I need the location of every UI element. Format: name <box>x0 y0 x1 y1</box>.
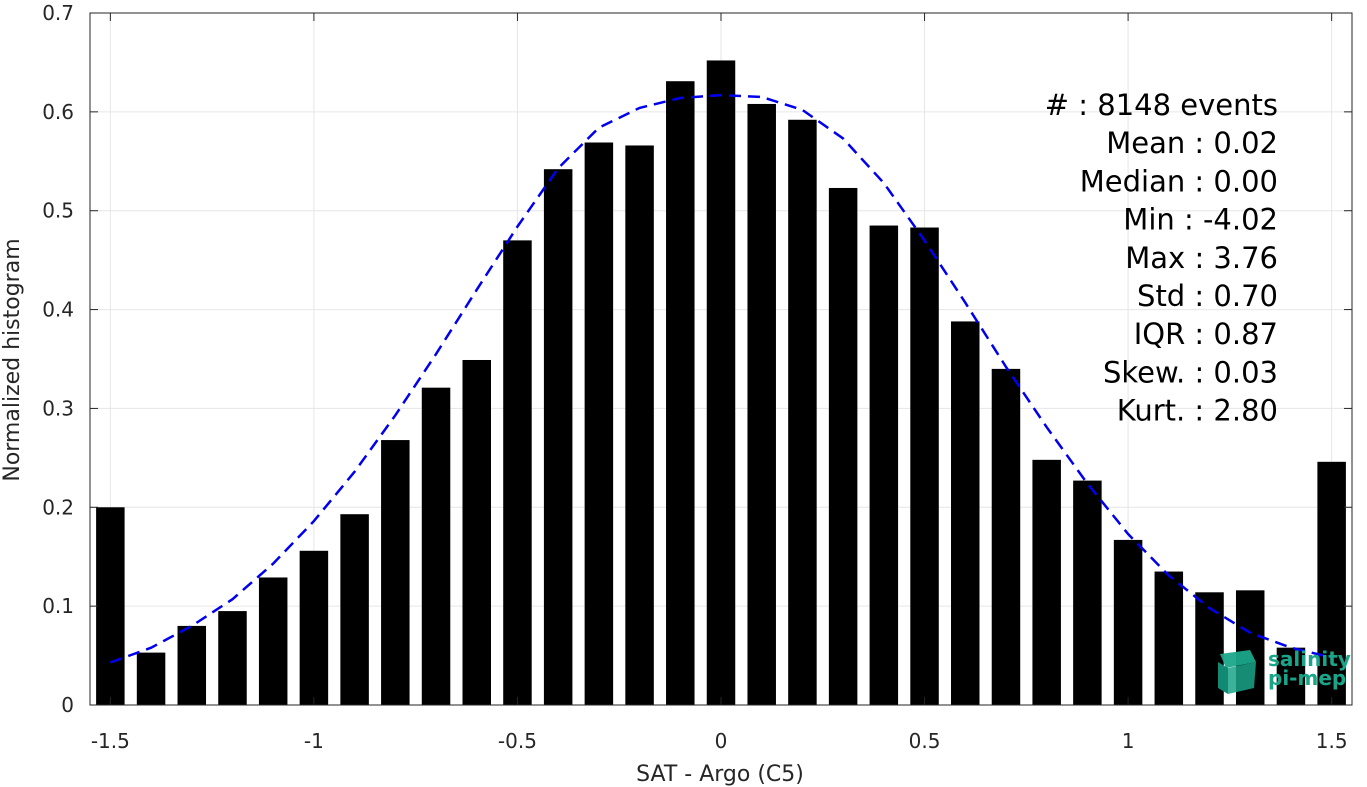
histogram-bar <box>747 103 776 706</box>
x-tick-label: 1.5 <box>1316 729 1348 753</box>
stat-line: Skew. : 0.03 <box>1103 355 1278 389</box>
y-tick-label: 0.6 <box>42 100 74 124</box>
histogram-bar <box>828 187 858 705</box>
histogram-bar <box>381 440 410 705</box>
histogram-bar <box>503 240 532 705</box>
histogram-bar <box>991 368 1021 705</box>
histogram-bar <box>96 507 125 705</box>
histogram-bar <box>1032 459 1061 705</box>
histogram-bar <box>1073 480 1102 705</box>
x-axis-ticks: -1.5 -1 -0.5 0 0.5 1 1.5 <box>91 13 1348 753</box>
histogram-bar <box>1113 539 1143 705</box>
x-tick-label: 1 <box>1122 729 1135 753</box>
y-tick-label: 0 <box>61 693 74 717</box>
y-axis-label: Normalized histogram <box>0 238 25 481</box>
x-tick-label: -1.5 <box>91 729 130 753</box>
x-axis-label: SAT - Argo (C5) <box>636 762 804 787</box>
logo-pimep-text: pi-mep <box>1268 666 1346 690</box>
histogram-bar <box>177 625 207 705</box>
x-tick-label: 0 <box>715 729 728 753</box>
histogram-bar <box>788 119 817 705</box>
logo-salinity-text: salinity <box>1268 647 1351 671</box>
histogram-bar <box>1276 647 1306 705</box>
stat-line: # : 8148 events <box>1045 88 1278 122</box>
histogram-bar <box>462 359 491 705</box>
stat-line: Max : 3.76 <box>1125 241 1278 275</box>
histogram-bar <box>340 514 369 705</box>
histogram-bar <box>869 225 899 706</box>
y-tick-label: 0.3 <box>42 396 74 420</box>
stat-line: Std : 0.70 <box>1137 279 1278 313</box>
x-tick-label: -0.5 <box>498 729 537 753</box>
histogram-bar <box>1154 571 1184 705</box>
y-tick-label: 0.2 <box>42 495 74 519</box>
logo-cube-icon <box>1218 650 1256 694</box>
histogram-bar <box>666 81 695 705</box>
histogram-bar <box>706 60 736 706</box>
stat-line: Min : -4.02 <box>1123 203 1278 237</box>
histogram-bar <box>625 145 654 705</box>
y-tick-label: 0.5 <box>42 199 74 223</box>
histogram-bar <box>136 652 166 705</box>
x-tick-label: 0.5 <box>909 729 941 753</box>
y-tick-label: 0.7 <box>42 1 74 25</box>
stat-line: Kurt. : 2.80 <box>1117 394 1278 428</box>
histogram-bar <box>584 142 614 705</box>
y-axis-ticks: 0 0.1 0.2 0.3 0.4 0.5 0.6 0.7 <box>42 1 1352 717</box>
histogram-bar <box>1317 461 1346 705</box>
y-tick-label: 0.1 <box>42 594 74 618</box>
stat-line: Median : 0.00 <box>1080 164 1278 198</box>
histogram-bar <box>951 321 980 705</box>
histogram-bar <box>421 387 451 705</box>
stat-line: Mean : 0.02 <box>1106 126 1278 160</box>
histogram-bar <box>910 227 939 705</box>
statistics-box: # : 8148 events Mean : 0.02 Median : 0.00 M… <box>1045 88 1278 428</box>
salinity-pimep-logo: salinity pi-mep <box>1218 647 1351 694</box>
histogram-bar <box>299 550 329 705</box>
histogram-bar <box>218 611 247 705</box>
gaussian-fit-curve <box>109 93 1332 664</box>
y-tick-label: 0.4 <box>42 298 74 322</box>
histogram-bar <box>258 577 288 705</box>
histogram-bars <box>96 60 1346 706</box>
stat-line: IQR : 0.87 <box>1134 317 1278 351</box>
x-tick-label: -1 <box>304 729 324 753</box>
histogram-bar <box>543 169 573 706</box>
